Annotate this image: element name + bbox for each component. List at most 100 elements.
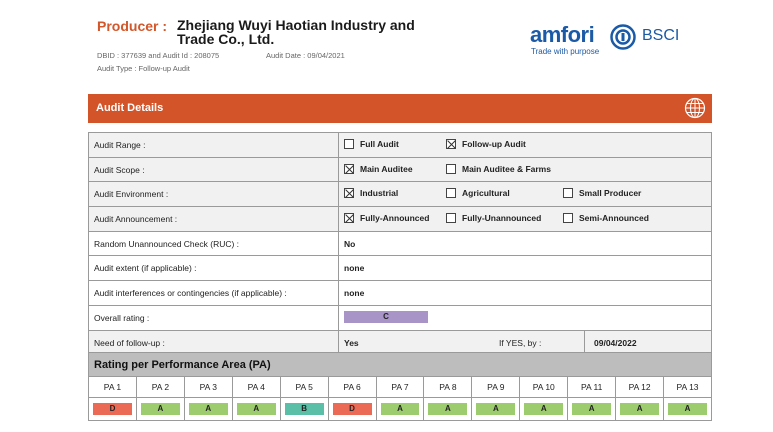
pa-grade-badge: D [93, 403, 132, 415]
checkbox-icon[interactable] [344, 139, 354, 149]
checkbox-icon[interactable] [563, 188, 573, 199]
globe-icon [684, 97, 706, 119]
option-main-auditee-farms[interactable]: Main Auditee & Farms [446, 163, 551, 174]
pa-grade-cell: A [233, 398, 281, 420]
overall-rating-badge: C [344, 310, 428, 323]
option-agricultural[interactable]: Agricultural [446, 188, 510, 199]
audit-ids: DBID : 377639 and Audit Id : 208075 [97, 51, 220, 60]
logo-circle-icon [610, 24, 636, 50]
pa-label-cell: PA 8 [424, 377, 473, 397]
row-audit-scope: Audit Scope : Main Auditee Main Auditee … [89, 157, 711, 183]
pa-grade-badge: A [524, 403, 564, 415]
option-small-producer[interactable]: Small Producer [563, 188, 642, 199]
pa-grade-cell: A [185, 398, 233, 420]
option-label: Agricultural [462, 188, 510, 199]
audit-announcement-label: Audit Announcement : [94, 214, 178, 225]
pa-label-cell: PA 1 [89, 377, 137, 397]
option-label: Small Producer [579, 188, 642, 199]
pa-grade-badge: A [572, 403, 612, 415]
row-audit-environment: Audit Environment : Industrial Agricultu… [89, 182, 711, 208]
pa-label-cell: PA 2 [137, 377, 185, 397]
audit-details-header: Audit Details [88, 94, 712, 123]
pa-grade-badge: A [428, 403, 468, 415]
audit-scope-label: Audit Scope : [94, 164, 145, 175]
amfori-bsci-logo: amfori BSCI Trade with purpose [530, 22, 680, 60]
pa-grade-cell: A [520, 398, 569, 420]
checked-checkbox-icon[interactable] [344, 188, 354, 199]
audit-interferences-label: Audit interferences or contingencies (if… [94, 288, 287, 299]
pa-grade-badge: A [140, 403, 180, 415]
checked-checkbox-icon[interactable] [446, 139, 456, 149]
option-label: Follow-up Audit [462, 139, 526, 149]
pa-label-cell: PA 10 [520, 377, 569, 397]
pa-label-cell: PA 4 [233, 377, 281, 397]
row-need-of-follow-up: Need of follow-up : Yes If YES, by : 09/… [89, 330, 711, 356]
option-semi-announced[interactable]: Semi-Announced [563, 213, 649, 224]
checkbox-icon[interactable] [446, 188, 456, 199]
producer-label: Producer : [97, 18, 168, 34]
row-audit-range: Audit Range : Full Audit Follow-up Audit [89, 133, 711, 158]
option-industrial[interactable]: Industrial [344, 188, 399, 199]
pa-grade-badge: A [380, 403, 420, 415]
pa-label-cell: PA 12 [616, 377, 665, 397]
logo-bsci: BSCI [642, 27, 680, 44]
pa-title: Rating per Performance Area (PA) [94, 359, 271, 371]
pa-label-cell: PA 13 [676, 382, 699, 392]
option-follow-up-audit[interactable]: Follow-up Audit [446, 139, 526, 149]
pa-label-cell: PA 11 [568, 377, 617, 397]
pa-grade-badge: A [476, 403, 516, 415]
report-header: Producer : Zhejiang Wuyi Haotian Industr… [0, 0, 773, 90]
follow-up-value: Yes [344, 337, 359, 348]
pa-grade-cell: A [472, 398, 521, 420]
performance-area-table: Rating per Performance Area (PA) PA 1 PA … [88, 352, 712, 421]
pa-label-cell: PA 5 [281, 377, 329, 397]
follow-up-label: Need of follow-up : [94, 337, 165, 348]
option-label: Main Auditee [360, 163, 413, 174]
audit-extent-label: Audit extent (if applicable) : [94, 263, 197, 274]
ruc-label: Random Unannounced Check (RUC) : [94, 238, 240, 249]
pa-grade-cell: A [616, 398, 665, 420]
follow-up-date: 09/04/2022 [594, 337, 637, 348]
pa-label-cell: PA 6 [329, 377, 377, 397]
checkbox-icon[interactable] [446, 213, 456, 224]
pa-grade-cell: A [424, 398, 473, 420]
checked-checkbox-icon[interactable] [344, 163, 354, 174]
option-label: Fully-Announced [360, 213, 430, 224]
row-audit-announcement: Audit Announcement : Fully-Announced Ful… [89, 207, 711, 232]
option-label: Industrial [360, 188, 399, 199]
checkbox-icon[interactable] [563, 213, 573, 224]
section-title: Audit Details [96, 102, 164, 114]
pa-grade-cell: A [568, 398, 617, 420]
audit-extent-value: none [344, 263, 365, 274]
producer-name: Zhejiang Wuyi Haotian Industry and Trade… [177, 17, 415, 47]
pa-grade-cell: D [89, 398, 137, 420]
pa-label-cell: PA 9 [472, 377, 521, 397]
row-audit-extent: Audit extent (if applicable) : none [89, 256, 711, 282]
checkbox-icon[interactable] [446, 163, 456, 174]
checked-checkbox-icon[interactable] [344, 213, 354, 224]
option-fully-announced[interactable]: Fully-Announced [344, 213, 430, 224]
pa-grade-badge: A [236, 403, 276, 415]
option-label: Semi-Announced [579, 213, 649, 224]
pa-grade-cell: B [281, 398, 329, 420]
option-fully-unannounced[interactable]: Fully-Unannounced [446, 213, 542, 224]
pa-grade-cell: A [377, 398, 425, 420]
option-label: Fully-Unannounced [462, 213, 542, 224]
pa-grade-badge: A [668, 403, 707, 415]
pa-grade-badge: A [188, 403, 228, 415]
ruc-value: No [344, 238, 356, 249]
logo-tagline: Trade with purpose [531, 47, 600, 56]
logo-word: amfori [530, 22, 595, 47]
if-yes-label: If YES, by : [499, 337, 542, 348]
audit-type: Audit Type : Follow-up Audit [97, 64, 190, 73]
pa-grade-badge: A [620, 403, 660, 415]
option-main-auditee[interactable]: Main Auditee [344, 163, 413, 174]
audit-details-table: Audit Range : Full Audit Follow-up Audit… [88, 132, 712, 357]
overall-rating-label: Overall rating : [94, 312, 150, 323]
option-full-audit[interactable]: Full Audit [344, 139, 399, 149]
pa-label-cell: PA 7 [377, 377, 425, 397]
row-overall-rating: Overall rating : C [89, 305, 711, 331]
pa-labels-row: PA 1 PA 2 PA 3 PA 4 PA 5 PA 6 PA 7 PA 8 PA 9 PA 1… [89, 377, 711, 398]
pa-grade-badge: D [332, 403, 372, 415]
